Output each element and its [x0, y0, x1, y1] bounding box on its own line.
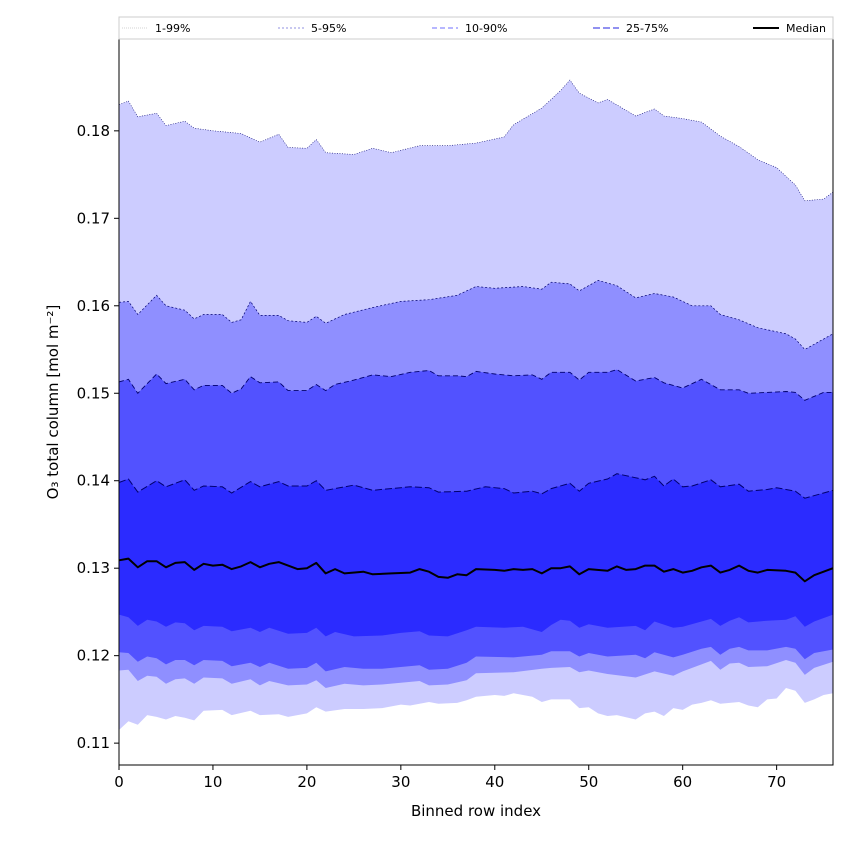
- x-tick-label: 70: [767, 773, 786, 791]
- y-axis-ticks: 0.11 0.12 0.13 0.14 0.15 0.16 0.17 0.18: [77, 122, 119, 752]
- x-tick-label: 0: [114, 773, 124, 791]
- y-tick-label: 0.12: [77, 647, 110, 665]
- x-axis-label: Binned row index: [411, 802, 541, 820]
- edge-p75: [118, 473, 834, 499]
- legend-box: [118, 16, 834, 40]
- x-axis-ticks: 0 10 20 30 40 50 60 70: [114, 765, 786, 791]
- x-tick-label: 10: [203, 773, 222, 791]
- x-tick-label: 30: [391, 773, 410, 791]
- y-tick-label: 0.13: [77, 559, 110, 577]
- y-tick-label: 0.17: [77, 209, 110, 227]
- edge-p99: [118, 79, 834, 202]
- edge-p90: [118, 369, 833, 401]
- median-line: [118, 557, 834, 583]
- y-tick-label: 0.15: [77, 384, 110, 402]
- x-tick-label: 40: [485, 773, 504, 791]
- legend-items: 1-99% 5-95% 10-90% 25-75% Median: [122, 22, 826, 35]
- legend-label: 1-99%: [155, 22, 190, 35]
- band-25-75: [119, 473, 833, 637]
- band-edge-lines: [118, 79, 834, 499]
- x-tick-label: 50: [579, 773, 598, 791]
- legend-label: 5-95%: [311, 22, 346, 35]
- y-tick-label: 0.16: [77, 297, 110, 315]
- y-axis-label: O₃ total column [mol m⁻²]: [44, 305, 62, 500]
- x-tick-label: 60: [673, 773, 692, 791]
- y-tick-label: 0.14: [77, 472, 110, 490]
- legend-label: Median: [786, 22, 826, 35]
- legend-label: 25-75%: [626, 22, 668, 35]
- y-tick-label: 0.18: [77, 122, 110, 140]
- median-line-group: [118, 557, 834, 583]
- y-tick-label: 0.11: [77, 734, 110, 752]
- x-tick-label: 20: [297, 773, 316, 791]
- edge-p95: [118, 280, 834, 350]
- percentile-bands: [119, 80, 833, 731]
- legend-label: 10-90%: [465, 22, 507, 35]
- legend: 1-99% 5-95% 10-90% 25-75% Median: [118, 16, 834, 40]
